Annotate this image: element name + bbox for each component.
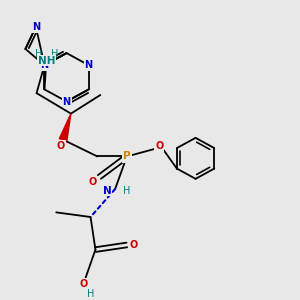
Text: N: N	[62, 97, 70, 106]
Text: N: N	[32, 22, 40, 32]
Text: O: O	[130, 240, 138, 250]
Text: O: O	[88, 177, 97, 187]
Text: P: P	[123, 152, 131, 161]
Text: H: H	[123, 186, 130, 196]
Polygon shape	[59, 114, 71, 141]
Text: H: H	[35, 49, 42, 59]
Text: NH: NH	[38, 56, 55, 65]
Text: O: O	[155, 141, 164, 151]
Text: O: O	[80, 279, 88, 289]
Text: N: N	[40, 60, 49, 70]
Text: N: N	[103, 186, 112, 196]
Text: H: H	[87, 289, 94, 299]
Text: H: H	[51, 49, 58, 59]
Text: N: N	[85, 60, 93, 70]
Text: O: O	[57, 141, 65, 151]
